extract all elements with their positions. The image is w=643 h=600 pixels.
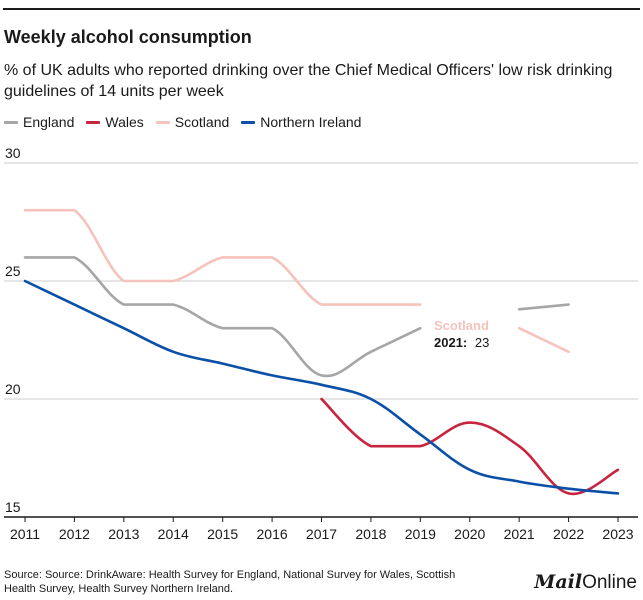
legend-label-england: England [23,114,75,130]
brand-online: Online [582,572,637,593]
x-tick-label: 2011 [10,526,40,542]
legend-swatch-wales [86,120,101,124]
annotation-series-label: Scotland [434,318,489,333]
legend-swatch-northern-ireland [241,120,256,124]
x-tick-label: 2013 [108,526,139,542]
legend-item-england: England [4,114,74,130]
legend-item-wales: Wales [86,114,144,130]
x-tick-label: 2015 [207,526,238,542]
legend-label-scotland: Scotland [174,114,230,130]
x-axis: 2011 2012 2013 2014 2015 2016 2017 2018 2019 2020… [4,516,638,542]
y-tick-label: 30 [5,145,21,161]
x-tick-label: 2017 [306,526,337,542]
annotation-year: 2021: [434,335,467,350]
series-line-wales-segment-1 [320,397,620,496]
x-tick-label: 2014 [158,526,189,542]
series-line-england-segment-2 [517,303,570,311]
legend: England Wales Scotland Northern Ireland [4,114,361,130]
grid-layer: 15 20 25 30 [4,145,638,515]
top-rule [3,8,640,10]
annotation-number: 23 [475,335,489,350]
y-tick-label: 15 [5,499,21,515]
annotation-value: 2021: 23 [434,335,489,350]
legend-label-northern-ireland: Northern Ireland [260,114,362,130]
x-tick-label: 2018 [355,526,386,542]
source-note: Source: Source: DrinkAware: Health Surve… [4,569,456,595]
y-tick-label: 25 [5,263,21,279]
legend-label-wales: Wales [105,114,144,130]
series-line-scotland-segment-2 [517,326,570,354]
legend-swatch-england [4,120,18,124]
x-tick-label: 2023 [602,526,633,542]
series-layer [23,208,620,496]
y-tick-label: 20 [5,381,21,397]
legend-swatch-scotland [155,120,170,124]
series-line-england-segment-1 [23,256,422,378]
x-tick-label: 2022 [553,526,584,542]
x-tick-label: 2019 [405,526,436,542]
chart-subtitle: % of UK adults who reported drinking ove… [4,62,613,100]
x-tick-label: 2016 [257,526,288,542]
brand-logo: MailOnline [534,571,637,594]
legend-item-northern-ireland: Northern Ireland [241,114,361,130]
series-line-scotland-segment-1 [23,208,422,306]
brand-mail: Mail [534,571,583,593]
x-tick-label: 2021 [504,526,535,542]
chart-title: Weekly alcohol consumption [4,27,252,47]
annotation-layer: Scotland 2021: 23 [434,318,489,350]
legend-item-scotland: Scotland [155,114,230,130]
x-tick-label: 2020 [454,526,485,542]
series-line-northern-ireland-segment-1 [23,279,620,495]
x-tick-label: 2012 [59,526,90,542]
